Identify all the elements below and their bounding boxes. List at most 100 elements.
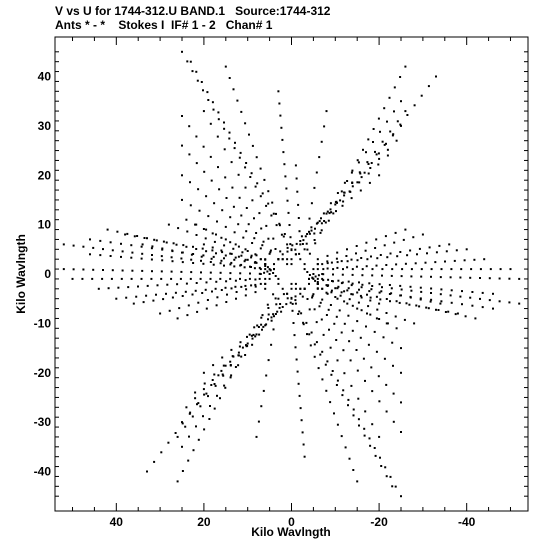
uv-point (205, 392, 208, 395)
uv-point (72, 268, 75, 271)
uv-point (203, 382, 206, 385)
uv-point (221, 356, 224, 359)
uv-point (341, 204, 344, 207)
uv-point (171, 260, 174, 263)
uv-point (342, 389, 345, 392)
uv-point (347, 287, 350, 290)
uv-point (393, 241, 396, 244)
uv-point (419, 286, 422, 289)
uv-point (92, 246, 95, 249)
uv-point (324, 221, 327, 224)
uv-point (375, 153, 378, 156)
uv-point (357, 161, 360, 164)
uv-point (369, 313, 372, 316)
uv-point (286, 263, 289, 266)
uv-point (444, 311, 447, 313)
uv-point (216, 394, 218, 397)
uv-point (385, 264, 388, 266)
uv-point (300, 312, 303, 315)
uv-point (150, 277, 153, 280)
uv-point (357, 397, 360, 400)
uv-point (254, 261, 257, 263)
uv-point (234, 243, 237, 246)
uv-point (367, 305, 370, 308)
uv-point (339, 294, 342, 297)
uv-point (229, 272, 232, 275)
uv-point (109, 255, 112, 257)
uv-point (240, 214, 243, 217)
uv-point (488, 299, 491, 302)
uv-point (371, 390, 374, 393)
uv-point (292, 322, 295, 324)
uv-point (229, 241, 232, 244)
uv-point (352, 469, 355, 471)
uv-point (230, 348, 233, 351)
uv-point (258, 212, 261, 215)
uv-point (351, 304, 354, 307)
uv-point (340, 190, 343, 193)
uv-point (373, 330, 376, 333)
uv-point (409, 296, 412, 299)
uv-point (239, 272, 242, 275)
uv-point (280, 233, 283, 236)
uv-point (364, 410, 367, 413)
uv-point (270, 316, 273, 319)
uv-point (470, 268, 473, 271)
uv-point (277, 277, 280, 280)
uv-point (311, 276, 314, 279)
uv-point (310, 226, 313, 229)
uv-point (229, 252, 232, 255)
uv-point (120, 242, 122, 245)
uv-point (349, 359, 352, 362)
uv-point (400, 100, 402, 103)
uv-point (196, 310, 199, 313)
uv-point (210, 179, 213, 182)
uv-point (392, 420, 395, 423)
uv-point (202, 415, 204, 418)
uv-point (297, 217, 300, 219)
uv-point (371, 423, 374, 426)
uv-point (394, 315, 397, 318)
uv-point (360, 286, 363, 289)
uv-point (170, 277, 173, 280)
uv-point (178, 307, 181, 310)
uv-point (217, 374, 220, 377)
uv-point (499, 268, 502, 271)
uv-point (281, 258, 284, 261)
uv-point (225, 280, 228, 283)
uv-point (188, 435, 190, 438)
uv-point (302, 323, 305, 326)
uv-point (375, 264, 378, 267)
uv-point (335, 257, 338, 260)
uv-point (305, 321, 308, 324)
uv-point (263, 271, 266, 274)
uv-point (160, 451, 163, 454)
uv-point (126, 232, 129, 235)
uv-point (187, 304, 190, 307)
uv-point (260, 316, 263, 319)
uv-point (409, 249, 412, 252)
uv-point (508, 301, 511, 304)
uv-point (321, 273, 324, 275)
uv-point (374, 247, 377, 249)
uv-point (254, 291, 257, 294)
uv-point (388, 284, 391, 286)
uv-point (299, 292, 302, 295)
uv-point (365, 265, 368, 268)
uv-point (141, 252, 144, 255)
uv-point (270, 319, 273, 322)
uv-point (250, 172, 253, 175)
uv-point (290, 249, 293, 252)
uv-point (321, 378, 324, 381)
uv-point (391, 134, 394, 137)
uv-point (440, 288, 443, 291)
uv-point (305, 242, 308, 245)
uv-point (237, 255, 240, 258)
uv-point (150, 247, 153, 250)
uv-point (162, 298, 165, 301)
uv-point (175, 243, 178, 246)
uv-point (449, 294, 452, 297)
uv-point (229, 364, 232, 366)
uv-point (335, 384, 338, 386)
uv-point (259, 282, 262, 285)
